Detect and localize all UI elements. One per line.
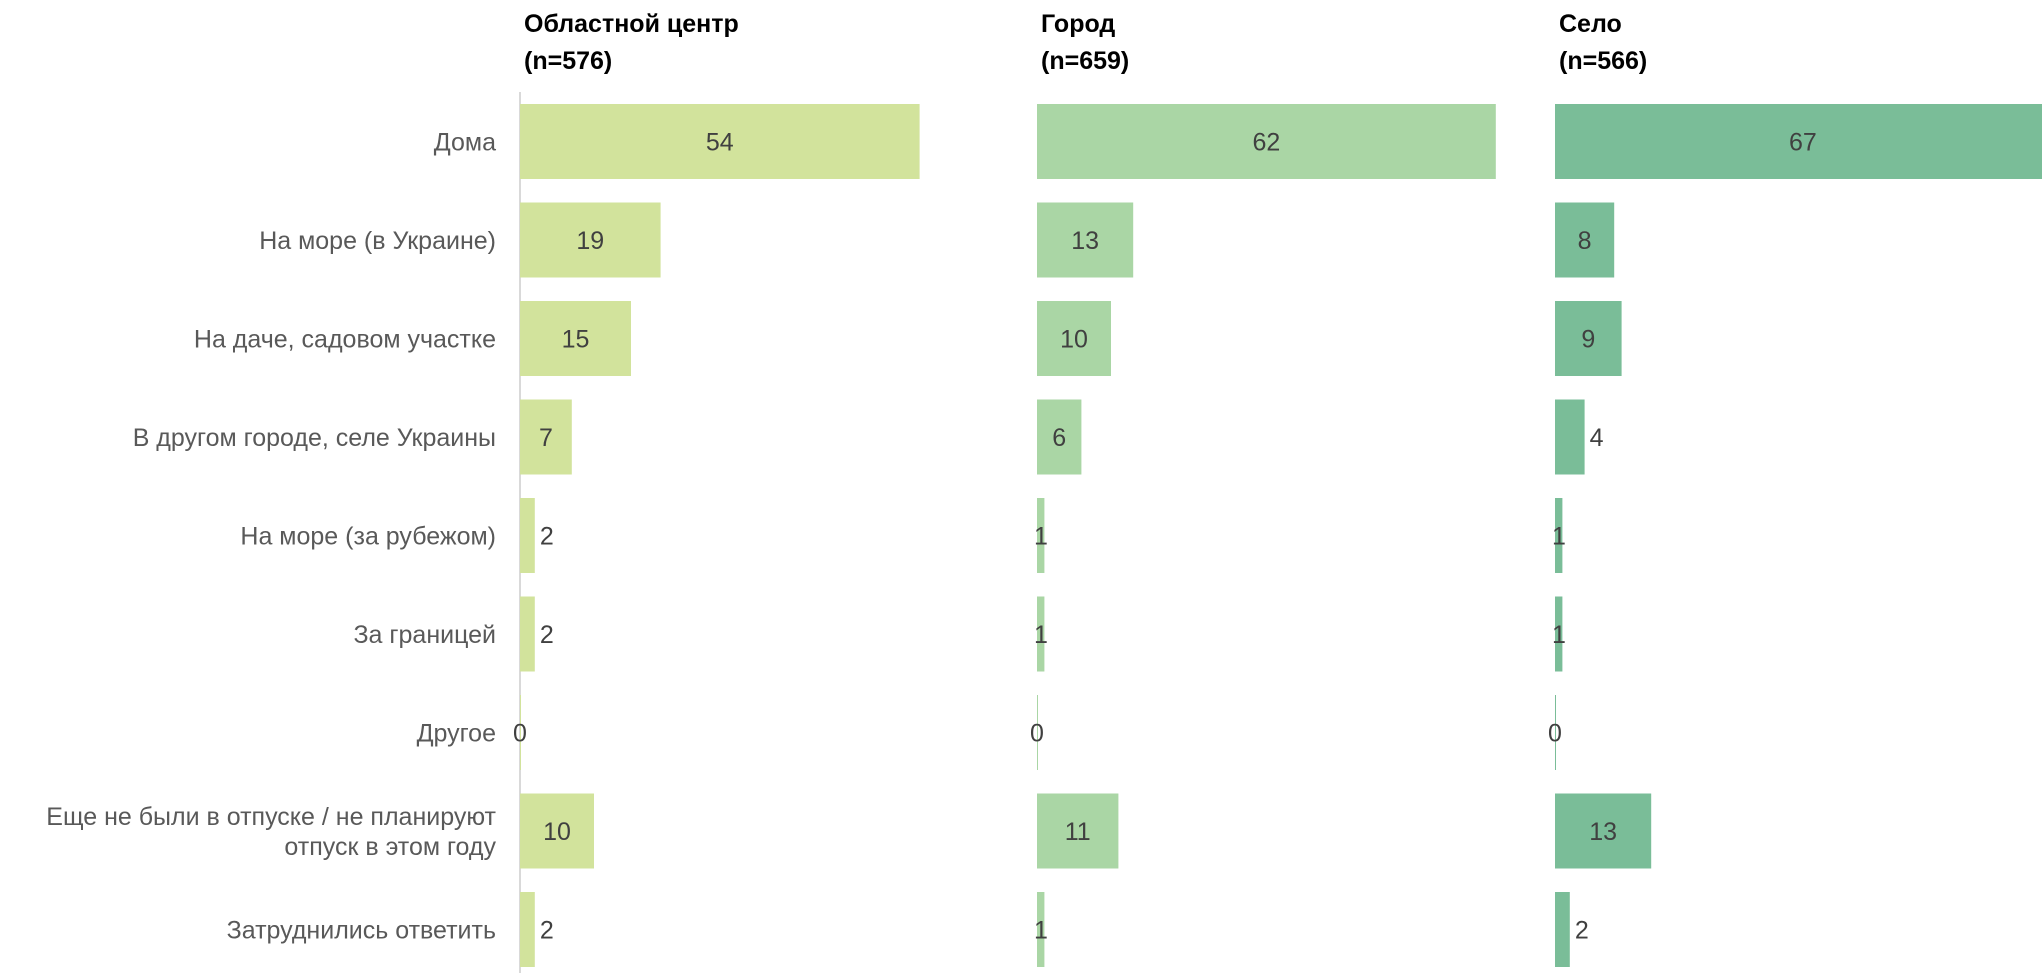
bar [1555, 793, 1652, 869]
category-label: За границей [353, 621, 496, 649]
data-label: 19 [576, 227, 604, 255]
bar [520, 498, 535, 573]
category-label-line: На море (в Украине) [259, 227, 496, 255]
data-label: 10 [543, 818, 571, 846]
bar [1037, 892, 1045, 967]
panel-title: Город (n=659) [1041, 10, 1129, 75]
data-label: 1 [1034, 917, 1048, 945]
category-label: Другое [417, 720, 496, 748]
panel-title: Областной центр (n=576) [524, 10, 739, 75]
bar [520, 202, 661, 278]
data-label: 13 [1071, 227, 1099, 255]
panel-title-line: (n=566) [1559, 47, 1647, 75]
data-label: 0 [513, 720, 527, 748]
category-label: На море (в Украине) [259, 227, 496, 255]
category-label-line: В другом городе, селе Украины [133, 424, 496, 452]
category-label-line: Дома [434, 129, 496, 157]
data-label: 1 [1034, 621, 1048, 649]
category-label: Еще не были в отпуске / не планируют отпу… [46, 803, 496, 861]
bar [1037, 301, 1111, 376]
data-label: 0 [1548, 720, 1562, 748]
category-label-line: Другое [417, 720, 496, 748]
panel-title: Село (n=566) [1559, 10, 1647, 75]
category-label: На даче, садовом участке [194, 326, 496, 354]
bar [1037, 498, 1045, 573]
data-label: 10 [1060, 326, 1088, 354]
panel-title-line: Город [1041, 10, 1115, 38]
bar [520, 596, 535, 672]
bar [1555, 596, 1563, 672]
bar [1037, 695, 1038, 770]
bar [1037, 104, 1496, 179]
data-label: 4 [1590, 424, 1604, 452]
data-label: 2 [540, 523, 554, 551]
category-label: На море (за рубежом) [240, 523, 496, 551]
panel-title-line: Областной центр [524, 10, 739, 38]
bar [520, 892, 535, 967]
data-label: 15 [562, 326, 590, 354]
bar [1037, 202, 1134, 278]
panel-title-line: (n=659) [1041, 47, 1129, 75]
category-label-line: На море (за рубежом) [240, 523, 496, 551]
data-label: 11 [1065, 818, 1091, 846]
bar [1555, 892, 1570, 967]
bar [1555, 399, 1585, 475]
panel-title-line: Село [1559, 10, 1622, 38]
category-label-line: На даче, садовом участке [194, 326, 496, 354]
data-label: 6 [1052, 424, 1066, 452]
data-label: 2 [1575, 917, 1589, 945]
data-label: 8 [1578, 227, 1592, 255]
bar [520, 695, 521, 770]
bar [520, 301, 631, 376]
category-label: В другом городе, селе Украины [133, 424, 496, 452]
category-label-line: За границей [353, 621, 496, 649]
data-label: 9 [1581, 326, 1595, 354]
category-label-line: Еще не были в отпуске / не планируют [46, 803, 496, 831]
bar [1555, 104, 2042, 179]
bar [520, 399, 572, 475]
data-label: 1 [1552, 523, 1566, 551]
data-label: 7 [539, 424, 553, 452]
data-label: 62 [1252, 129, 1280, 157]
data-label: 2 [540, 917, 554, 945]
category-label-line: Затруднились ответить [227, 917, 496, 945]
bar [1555, 301, 1622, 376]
data-label: 0 [1030, 720, 1044, 748]
bar [520, 793, 594, 869]
data-label: 1 [1034, 523, 1048, 551]
bar [1037, 399, 1082, 475]
data-label: 54 [706, 129, 734, 157]
data-label: 2 [540, 621, 554, 649]
category-label: Дома [434, 129, 496, 157]
category-label: Затруднились ответить [227, 917, 496, 945]
bar [1037, 596, 1045, 672]
data-label: 1 [1552, 621, 1566, 649]
bar [1555, 695, 1556, 770]
category-label-line: отпуск в этом году [284, 833, 496, 861]
bar [1555, 202, 1615, 278]
data-label: 13 [1589, 818, 1617, 846]
panel-title-line: (n=576) [524, 47, 612, 75]
bar [1037, 793, 1119, 869]
bar [1555, 498, 1563, 573]
data-label: 67 [1789, 129, 1817, 157]
bar [520, 104, 920, 179]
